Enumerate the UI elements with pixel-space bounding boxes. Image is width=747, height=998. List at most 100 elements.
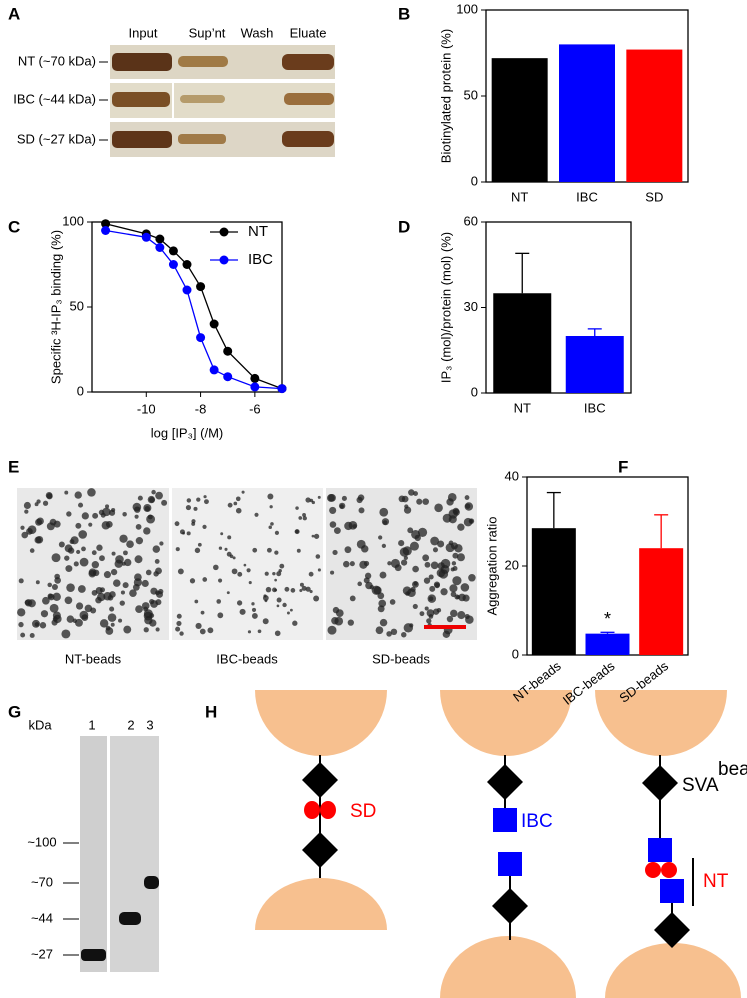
bead-dot [118,618,123,623]
bead-dot [246,568,251,573]
bead-dot [264,599,268,603]
bead-dot [413,491,418,496]
bead-dot [276,604,280,608]
bead-dot [412,565,419,573]
bead-dot [36,499,41,504]
bead-dot [185,504,192,511]
ibc-domain [660,879,684,903]
bead-dot [436,608,442,613]
bead-dot [161,499,168,506]
bead-dot [114,559,123,568]
bead-dot [137,495,143,501]
panel-label: G [8,702,21,721]
bead-dot [251,602,255,606]
bead-dot [424,606,429,611]
bead-dot [358,507,365,514]
bead-dot [194,547,201,554]
column-label: Eluate [290,25,327,40]
bead-dot [174,521,180,527]
ibc-domain [498,852,522,876]
bead-dot [309,498,314,503]
bead-dot [103,571,111,579]
y-tick-label: 30 [464,299,478,314]
bead-dot [153,571,159,577]
bead-dot [302,513,306,517]
bead-dot [91,550,97,556]
sd-domain [320,801,336,819]
bead [595,690,727,756]
column-label: Wash [241,25,274,40]
bead-dot [17,608,26,617]
x-axis-label: log [IP₃] (/M) [151,425,223,440]
annotation: * [604,609,611,629]
band [282,54,334,70]
band [178,56,228,67]
bead-dot [18,578,24,584]
bead-dot [427,594,437,603]
bead-dot [433,581,441,588]
plot-frame [91,221,283,393]
bead-dot [42,596,50,605]
bead-dot [199,628,206,635]
y-tick-label: 20 [505,557,519,572]
bead-dot [132,502,142,512]
bead-dot [417,527,428,538]
data-point [168,260,178,269]
bar [565,336,624,393]
bead-dot [58,541,65,548]
bead-dot [227,535,232,540]
bead-dot [53,614,62,624]
bead-dot [349,561,355,567]
data-point [196,333,206,343]
ibc-domain [493,808,517,832]
bead-dot [309,589,313,594]
bead-dot [231,568,238,575]
sd-domain [645,862,661,878]
bead-dot [377,605,385,613]
bead-dot [311,534,315,538]
bead-dot [67,547,75,554]
bead-dot [232,556,236,560]
bead-dot [411,529,421,539]
bead [440,936,576,998]
bead-dot [233,501,238,506]
bead-dot [424,561,431,568]
bead-dot [282,602,287,608]
bead-dot [42,500,49,506]
band [144,876,159,889]
bead-dot [430,561,439,570]
bead-dot [229,554,234,559]
legend-marker [219,227,229,237]
x-tick-label: NT [514,400,531,415]
bead-dot [276,597,282,603]
bead-dot [413,581,418,586]
panel-label: D [398,217,410,236]
data-point [155,243,165,252]
band [282,131,334,147]
y-tick-label: 0 [512,646,519,661]
bead-dot [356,496,363,504]
bead-dot [452,566,458,571]
bead-dot [299,582,304,587]
bead-dot [175,626,181,632]
bead-dot [403,555,408,561]
bead-dot [218,578,223,583]
bar [585,633,630,655]
bead-dot [75,602,84,610]
bead-dot [299,589,303,593]
bead-dot [105,504,110,509]
bead-dot [196,497,201,502]
bead-dot [121,561,126,566]
bead-dot [92,512,99,519]
panel-label: A [8,4,20,23]
bead-dot [189,578,196,584]
bead-dot [457,523,465,531]
bead-dot [257,629,262,634]
data-point [250,382,260,392]
bead-dot [378,599,387,608]
bead-dot [279,563,285,569]
bead-dot [364,572,372,580]
bead-dot [81,546,86,552]
legend-label: NT [248,223,268,240]
data-point [277,384,287,394]
